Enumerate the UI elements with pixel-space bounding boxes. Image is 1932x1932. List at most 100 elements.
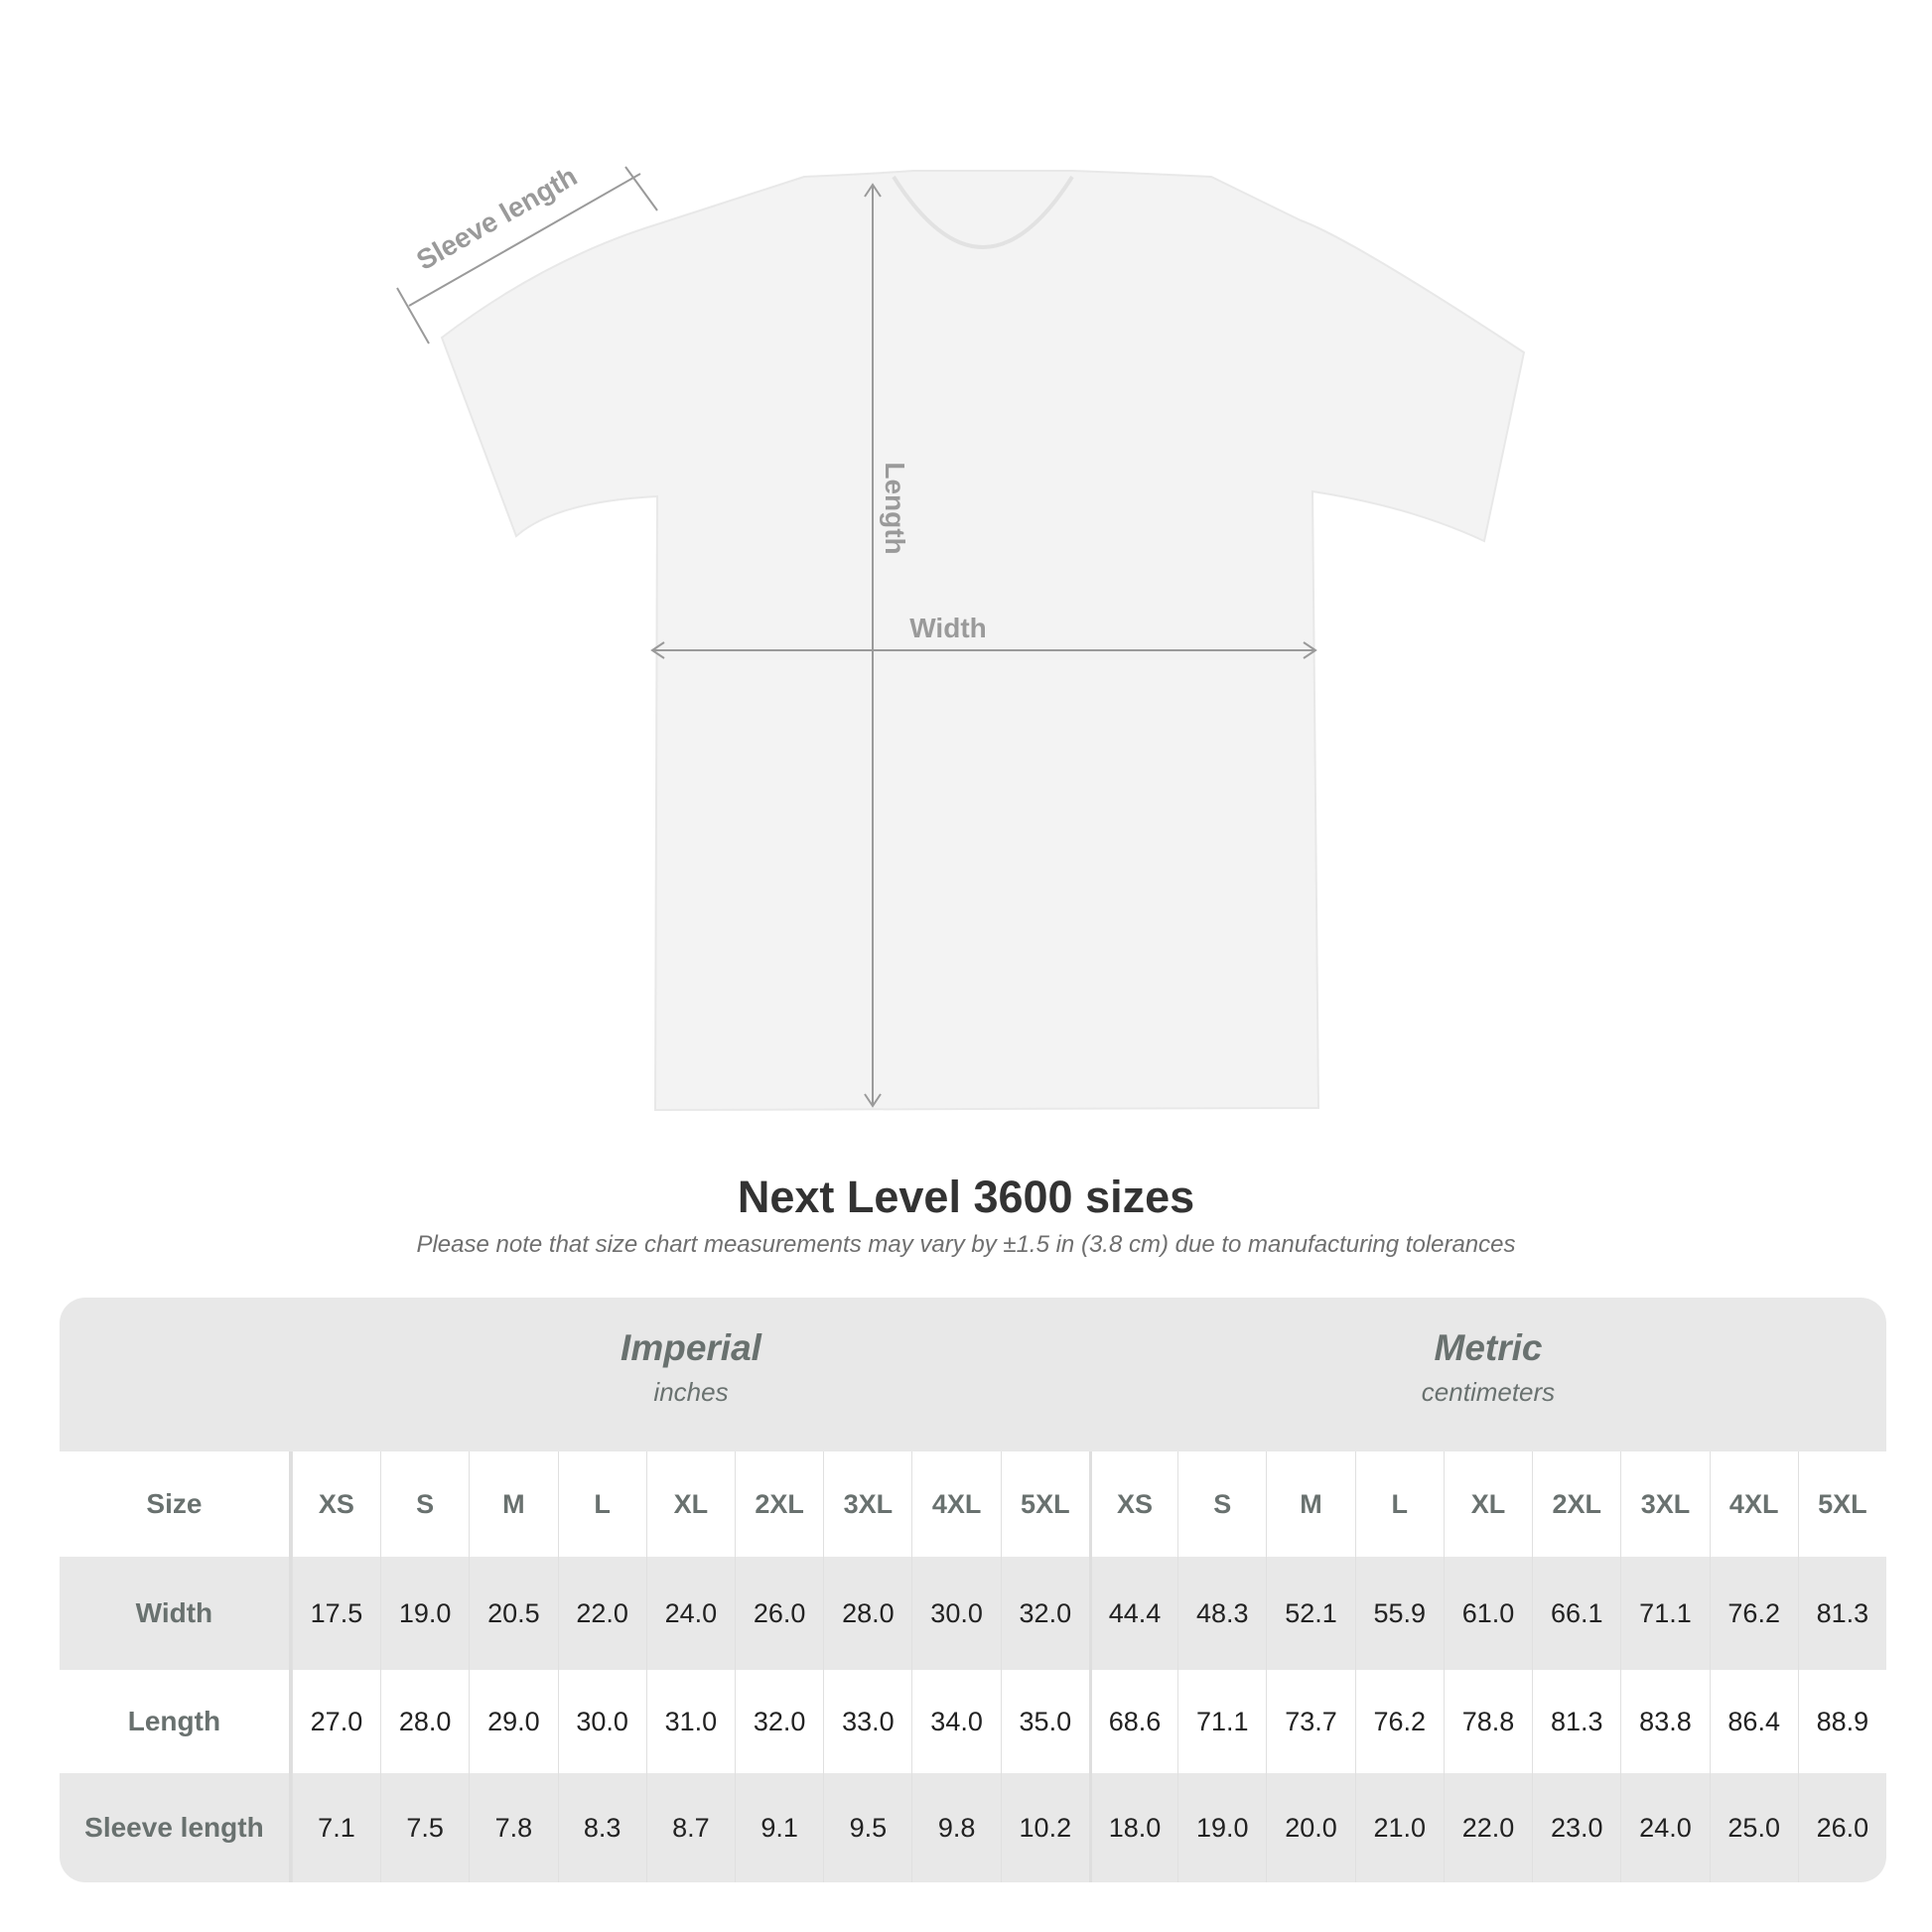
metric-value-cell: 88.9 [1797,1670,1886,1773]
size-header-cell: 2XL [735,1451,823,1557]
imperial-value-cell: 28.0 [823,1557,911,1670]
imperial-value-cell: 7.1 [291,1773,380,1882]
size-header-cell: XL [645,1451,735,1557]
metric-value-cell: 22.0 [1443,1773,1532,1882]
metric-value-cell: 18.0 [1088,1773,1177,1882]
imperial-group-header: Imperial inches [292,1327,1090,1408]
tshirt-diagram: Sleeve length Length Width [396,161,1526,1112]
width-arrow-right [1303,641,1317,659]
imperial-value-cell: 7.5 [380,1773,469,1882]
table-row: Width 17.5 19.0 20.5 22.0 24.0 26.0 28.0 30.0 32.… [60,1557,1886,1670]
metric-value-cell: 73.7 [1266,1670,1354,1773]
sleeve-line [408,173,641,307]
size-header-row: Size XS S M L XL 2XL 3XL 4XL 5XL XS S M L XL 2XL 3XL 4XL 5… [60,1451,1886,1557]
size-header-cell: 5XL [1000,1451,1089,1557]
size-header-cell: XS [1088,1451,1177,1557]
size-header-cell: L [1354,1451,1444,1557]
size-header-cell: M [1266,1451,1354,1557]
size-header-cell: S [380,1451,469,1557]
imperial-value-cell: 24.0 [645,1557,735,1670]
metric-value-cell: 24.0 [1620,1773,1709,1882]
imperial-value-cell: 8.7 [645,1773,735,1882]
width-label: Width [909,613,987,643]
metric-value-cell: 19.0 [1177,1773,1266,1882]
imperial-value-cell: 33.0 [823,1670,911,1773]
width-arrow-left [650,641,665,659]
metric-value-cell: 48.3 [1177,1557,1266,1670]
size-header-cell: XL [1443,1451,1532,1557]
metric-value-cell: 55.9 [1354,1557,1444,1670]
imperial-value-cell: 22.0 [557,1557,646,1670]
imperial-value-cell: 32.0 [735,1670,823,1773]
metric-heading: Metric [1434,1327,1543,1368]
imperial-value-cell: 19.0 [380,1557,469,1670]
sleeve-tick-right [624,166,658,211]
imperial-value-cell: 29.0 [469,1670,557,1773]
metric-value-cell: 25.0 [1709,1773,1798,1882]
metric-value-cell: 76.2 [1709,1557,1798,1670]
metric-value-cell: 66.1 [1532,1557,1620,1670]
row-label: Size [60,1451,292,1557]
size-header-cell: 4XL [1709,1451,1798,1557]
size-header-cell: S [1177,1451,1266,1557]
row-label: Width [60,1557,292,1670]
size-header-cell: 5XL [1797,1451,1886,1557]
imperial-value-cell: 35.0 [1000,1670,1089,1773]
imperial-value-cell: 17.5 [291,1557,380,1670]
metric-value-cell: 76.2 [1354,1670,1444,1773]
imperial-heading: Imperial [621,1327,761,1368]
metric-value-cell: 21.0 [1354,1773,1444,1882]
imperial-value-cell: 34.0 [911,1670,1000,1773]
size-header-cell: 2XL [1532,1451,1620,1557]
collar [892,175,1074,249]
imperial-value-cell: 31.0 [645,1670,735,1773]
imperial-value-cell: 7.8 [469,1773,557,1882]
metric-value-cell: 81.3 [1797,1557,1886,1670]
metric-value-cell: 83.8 [1620,1670,1709,1773]
metric-value-cell: 20.0 [1266,1773,1354,1882]
metric-value-cell: 61.0 [1443,1557,1532,1670]
metric-value-cell: 71.1 [1177,1670,1266,1773]
length-arrow-bottom [864,1093,882,1108]
size-header-cell: 3XL [1620,1451,1709,1557]
imperial-value-cell: 9.8 [911,1773,1000,1882]
imperial-value-cell: 30.0 [557,1670,646,1773]
imperial-value-cell: 26.0 [735,1557,823,1670]
imperial-value-cell: 9.1 [735,1773,823,1882]
imperial-value-cell: 9.5 [823,1773,911,1882]
imperial-value-cell: 30.0 [911,1557,1000,1670]
metric-value-cell: 71.1 [1620,1557,1709,1670]
size-header-cell: M [469,1451,557,1557]
size-table: Imperial inches Metric centimeters Size X… [60,1298,1886,1882]
imperial-unit: inches [653,1377,729,1407]
table-row: Sleeve length 7.1 7.5 7.8 8.3 8.7 9.1 9.5 9.8 10.… [60,1773,1886,1882]
sleeve-length-label: Sleeve length [411,161,582,276]
metric-value-cell: 81.3 [1532,1670,1620,1773]
table-row: Length 27.0 28.0 29.0 30.0 31.0 32.0 33.0 34.0 35… [60,1670,1886,1773]
metric-value-cell: 26.0 [1797,1773,1886,1882]
row-label: Length [60,1670,292,1773]
sleeve-tick-left [396,287,430,345]
metric-value-cell: 23.0 [1532,1773,1620,1882]
metric-value-cell: 86.4 [1709,1670,1798,1773]
metric-value-cell: 68.6 [1088,1670,1177,1773]
metric-value-cell: 44.4 [1088,1557,1177,1670]
size-header-cell: XS [291,1451,380,1557]
length-arrow-top [864,183,882,198]
metric-unit: centimeters [1421,1377,1556,1407]
tshirt-shape [440,170,1526,1112]
chart-title: Next Level 3600 sizes [737,1172,1195,1222]
tolerance-note: Please note that size chart measurements… [416,1231,1516,1258]
metric-group-header: Metric centimeters [1090,1327,1886,1408]
imperial-value-cell: 28.0 [380,1670,469,1773]
row-label: Sleeve length [60,1773,292,1882]
imperial-value-cell: 20.5 [469,1557,557,1670]
imperial-value-cell: 27.0 [291,1670,380,1773]
size-header-cell: 4XL [911,1451,1000,1557]
metric-value-cell: 78.8 [1443,1670,1532,1773]
length-label: Length [880,462,910,554]
imperial-value-cell: 32.0 [1000,1557,1089,1670]
imperial-value-cell: 8.3 [557,1773,646,1882]
size-header-cell: L [557,1451,646,1557]
imperial-value-cell: 10.2 [1000,1773,1089,1882]
